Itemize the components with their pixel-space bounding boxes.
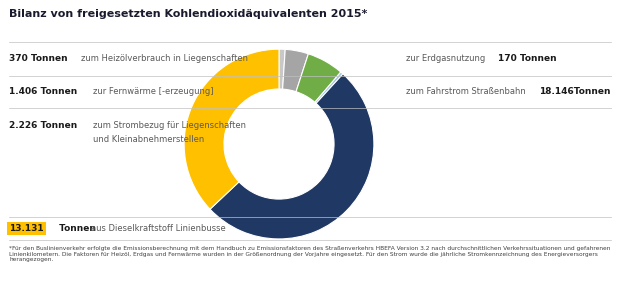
Text: und Kleinabnehmerstellen: und Kleinabnehmerstellen [93,135,204,144]
Wedge shape [315,72,343,103]
Text: zum Strombezug für Liegenschaften: zum Strombezug für Liegenschaften [93,121,246,129]
Text: 13.131: 13.131 [9,224,44,233]
Text: Bilanz von freigesetzten Kohlendioxidäquivalenten 2015*: Bilanz von freigesetzten Kohlendioxidäqu… [9,9,368,19]
Text: zur Fernwärme [-erzeugung]: zur Fernwärme [-erzeugung] [93,87,213,96]
Text: zur Erdgasnutzung: zur Erdgasnutzung [406,54,488,63]
Text: 2.226 Tonnen: 2.226 Tonnen [9,121,78,129]
Text: *Für den Buslinienverkehr erfolgte die Emissionsberechnung mit dem Handbuch zu E: *Für den Buslinienverkehr erfolgte die E… [9,246,611,262]
Wedge shape [279,49,285,89]
Wedge shape [296,54,341,102]
Text: zum Fahrstrom Straßenbahn: zum Fahrstrom Straßenbahn [406,87,528,96]
Text: zum Heizölverbrauch in Liegenschaften: zum Heizölverbrauch in Liegenschaften [81,54,247,63]
Text: aus Dieselkraftstoff Linienbusse: aus Dieselkraftstoff Linienbusse [91,224,226,233]
Wedge shape [210,74,374,239]
Wedge shape [283,49,308,92]
Text: 370 Tonnen: 370 Tonnen [9,54,68,63]
Text: 18.146Tonnen: 18.146Tonnen [539,87,611,96]
Text: Tonnen: Tonnen [56,224,96,233]
Text: 1.406 Tonnen: 1.406 Tonnen [9,87,78,96]
Wedge shape [184,49,279,209]
Text: 170 Tonnen: 170 Tonnen [498,54,557,63]
